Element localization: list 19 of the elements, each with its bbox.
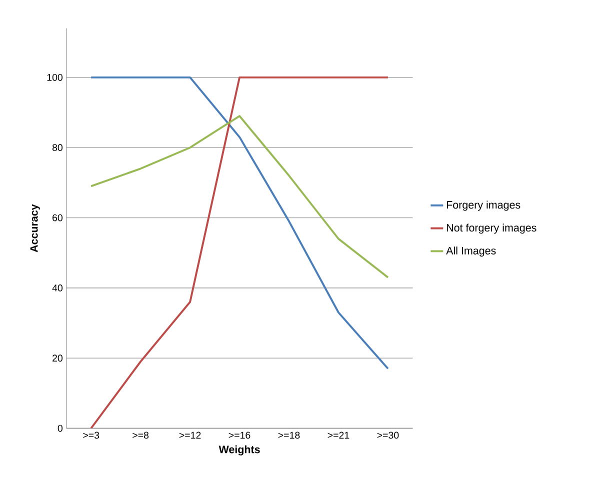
- x-tick-label: >=18: [278, 432, 300, 439]
- y-tick-label: 80: [52, 144, 63, 152]
- x-tick-label: >=16: [228, 432, 250, 439]
- y-tick-label: 0: [58, 424, 63, 432]
- x-tick-label: >=30: [377, 432, 399, 439]
- legend-label: All Images: [446, 246, 496, 257]
- x-tick-label: >=3: [83, 432, 100, 439]
- x-tick-label: >=12: [179, 432, 201, 439]
- x-axis-title: Weights: [218, 445, 260, 456]
- y-tick-label: 40: [52, 284, 63, 292]
- x-tick-label: >=21: [328, 432, 350, 439]
- line-series: [90, 115, 389, 278]
- x-tick-label: >=8: [132, 432, 149, 439]
- y-axis-title: Accuracy: [30, 204, 40, 252]
- y-tick-label: 20: [52, 354, 63, 362]
- y-tick-label: 60: [52, 214, 63, 222]
- legend-label: Not forgery images: [446, 224, 536, 234]
- legend-label: Forgery images: [446, 200, 520, 211]
- y-tick-label: 100: [47, 74, 63, 81]
